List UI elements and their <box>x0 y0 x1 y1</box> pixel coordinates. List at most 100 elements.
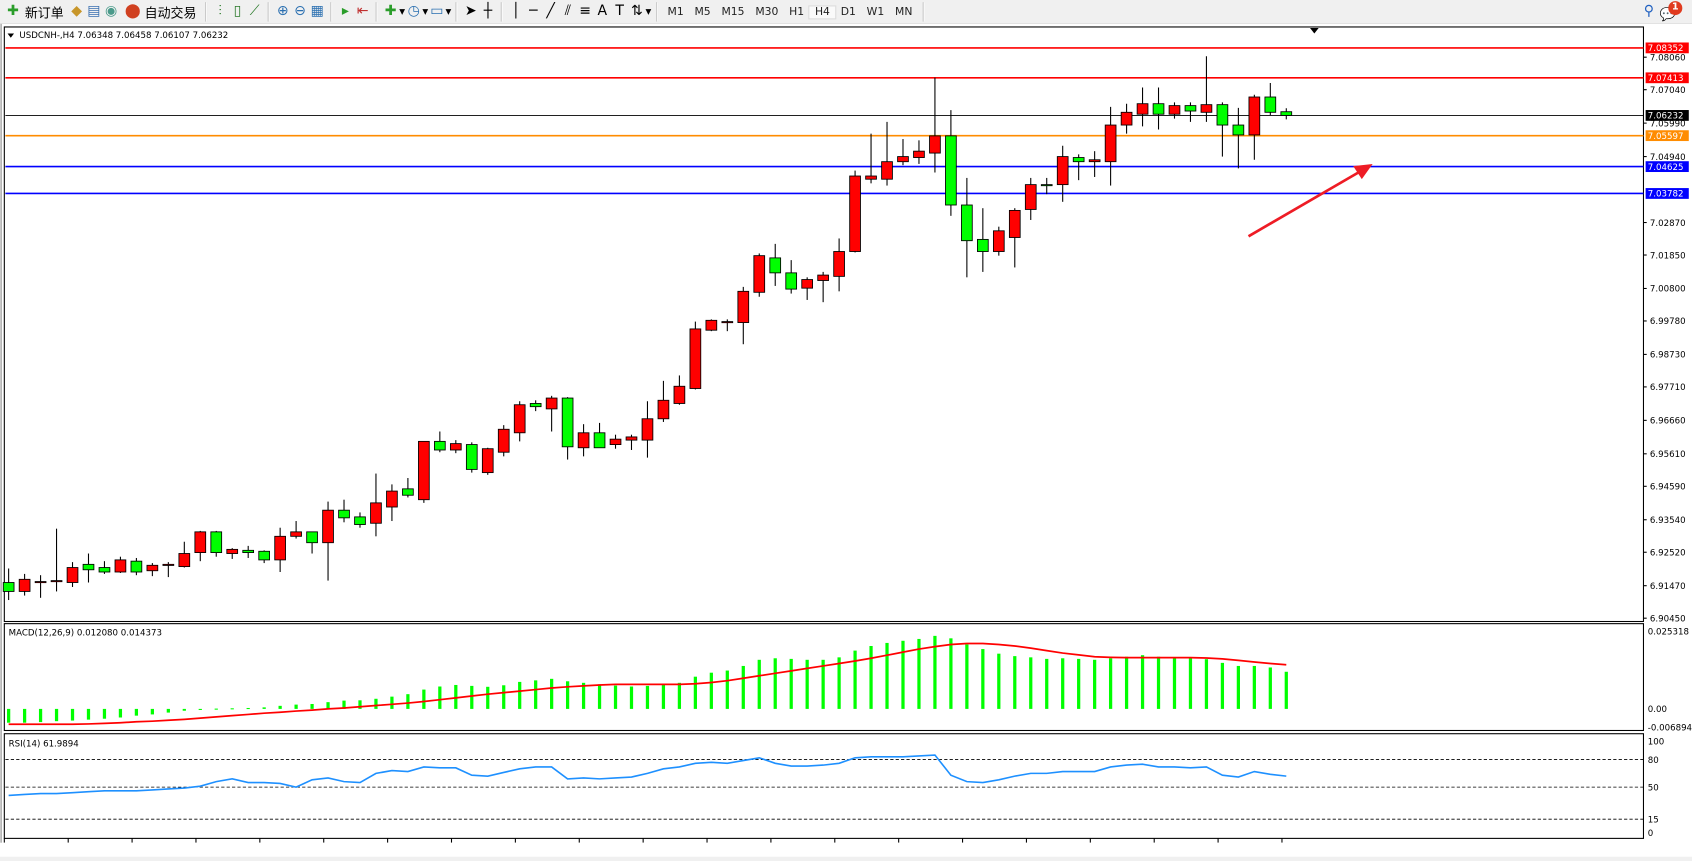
macd-histogram-bar <box>917 638 921 709</box>
candle <box>737 286 750 345</box>
macd-signal-line <box>8 642 1287 726</box>
candle-body <box>449 443 462 451</box>
candle <box>1056 145 1069 202</box>
candle <box>913 140 925 164</box>
zoom-in-icon[interactable]: ⊕ <box>276 3 289 20</box>
candle <box>1248 94 1261 160</box>
templates-icon[interactable]: ▭ <box>430 3 444 20</box>
candle <box>370 473 382 537</box>
timeframe-d1[interactable]: D1 <box>840 5 856 18</box>
candle <box>18 573 31 596</box>
macd-pane[interactable] <box>3 623 1645 732</box>
timeframe-m15[interactable]: M15 <box>721 5 745 18</box>
candle-body <box>801 279 813 289</box>
search-icon[interactable]: ⚲ <box>1643 3 1655 20</box>
candle <box>992 226 1005 256</box>
y-tick-label: 6.97710 <box>1650 383 1686 393</box>
vertical-line-icon[interactable]: │ <box>511 3 521 20</box>
navigator-icon[interactable]: ▤ <box>87 3 101 20</box>
trendline-icon[interactable]: ╱ <box>546 3 555 20</box>
candle <box>721 319 734 332</box>
candle <box>210 530 223 557</box>
timeframe-m30[interactable]: M30 <box>755 5 779 18</box>
macd-histogram-bar <box>1236 665 1240 709</box>
arrows-icon[interactable]: ⇅ <box>631 3 643 20</box>
notifications-button[interactable]: 💬 1 <box>1657 1 1685 22</box>
candle-body <box>593 432 606 449</box>
text-label-icon[interactable]: T <box>615 3 624 20</box>
rsi-pane[interactable] <box>3 733 1645 839</box>
line-chart-icon[interactable]: ⟋ <box>249 3 260 20</box>
signals-icon[interactable]: ◉ <box>105 3 118 20</box>
timeframe-m1[interactable]: M1 <box>667 5 684 18</box>
bar-chart-icon[interactable]: ⫶ <box>218 3 222 20</box>
macd-histogram-bar <box>821 659 825 709</box>
macd-histogram-bar <box>118 708 123 718</box>
candle-body <box>529 403 542 408</box>
macd-histogram-bar <box>54 708 59 722</box>
macd-histogram-bar <box>677 682 682 709</box>
new-order-button[interactable]: ✚ 新订单 <box>0 1 68 23</box>
text-icon[interactable]: A <box>597 3 608 20</box>
candle-body <box>945 135 957 206</box>
candle-body <box>721 321 734 324</box>
candle <box>1072 154 1085 181</box>
candle-body <box>561 397 574 448</box>
macd-histogram-bar <box>230 708 234 710</box>
tile-windows-icon[interactable]: ▦ <box>310 3 324 20</box>
market-watch-icon[interactable]: ◆ <box>71 3 83 20</box>
horizontal-line-icon[interactable]: ─ <box>529 3 538 20</box>
macd-histogram-bar <box>613 685 618 709</box>
candle-body <box>577 432 590 449</box>
candle-body <box>881 161 893 180</box>
candle <box>1136 87 1149 127</box>
candle-body <box>146 564 159 572</box>
candle <box>705 319 718 332</box>
price-tag-label: 7.03782 <box>1648 190 1684 200</box>
timeframe-m5[interactable]: M5 <box>694 5 711 18</box>
annotation-arrow[interactable] <box>1247 169 1363 238</box>
y-tick-label: 7.07040 <box>1650 86 1686 96</box>
timeframe-h1[interactable]: H1 <box>789 5 805 18</box>
candle <box>130 557 143 576</box>
timeframe-w1[interactable]: W1 <box>866 5 885 18</box>
candle <box>194 530 207 562</box>
periods-icon[interactable]: ◷ <box>407 3 420 20</box>
autoscroll-icon[interactable]: ▸ <box>341 3 349 20</box>
indicators-icon[interactable]: ✚ <box>384 3 397 20</box>
price-tag-label: 7.07413 <box>1648 74 1684 84</box>
auto-trading-button[interactable]: ⬤ 自动交易 <box>120 1 201 23</box>
timeframe-h4[interactable]: H4 <box>808 4 837 19</box>
macd-histogram-bar <box>342 700 346 709</box>
main-chart-pane[interactable] <box>3 26 1645 623</box>
candlestick-icon[interactable]: ▯ <box>233 3 242 20</box>
macd-histogram-bar <box>1172 657 1177 709</box>
macd-histogram-bar <box>1204 659 1209 709</box>
candle <box>82 553 95 583</box>
candle <box>689 321 702 390</box>
equidistant-channel-icon[interactable]: ⫽ <box>564 3 571 20</box>
status-strip <box>0 856 1692 861</box>
rsi-line <box>8 754 1287 797</box>
candle <box>929 77 941 173</box>
cursor-icon[interactable]: ➤ <box>464 3 477 20</box>
macd-histogram-bar <box>326 702 330 709</box>
price-tag-label: 7.06232 <box>1648 112 1684 122</box>
timeframe-mn[interactable]: MN <box>895 5 913 18</box>
candle <box>545 395 558 432</box>
symbol-dropdown-icon[interactable] <box>7 33 15 38</box>
macd-histogram-bar <box>86 708 91 720</box>
chart-shift-icon[interactable]: ⇤ <box>356 3 369 20</box>
candle <box>50 528 63 592</box>
candle <box>146 563 159 577</box>
candle-body <box>354 516 366 525</box>
candle-body <box>913 150 925 158</box>
zoom-out-icon[interactable]: ⊖ <box>294 3 306 20</box>
chart-window[interactable]: 7.08060 7.07040 7.05990 7.04940 7.02870 7.018… <box>0 23 1692 861</box>
crosshair-icon[interactable]: ┼ <box>483 3 493 20</box>
candle-body <box>737 290 750 323</box>
candle-body <box>849 175 861 252</box>
y-tick-label: 6.94590 <box>1650 483 1686 493</box>
fibonacci-icon[interactable]: ≡ <box>579 3 591 20</box>
candle-body <box>817 274 829 281</box>
